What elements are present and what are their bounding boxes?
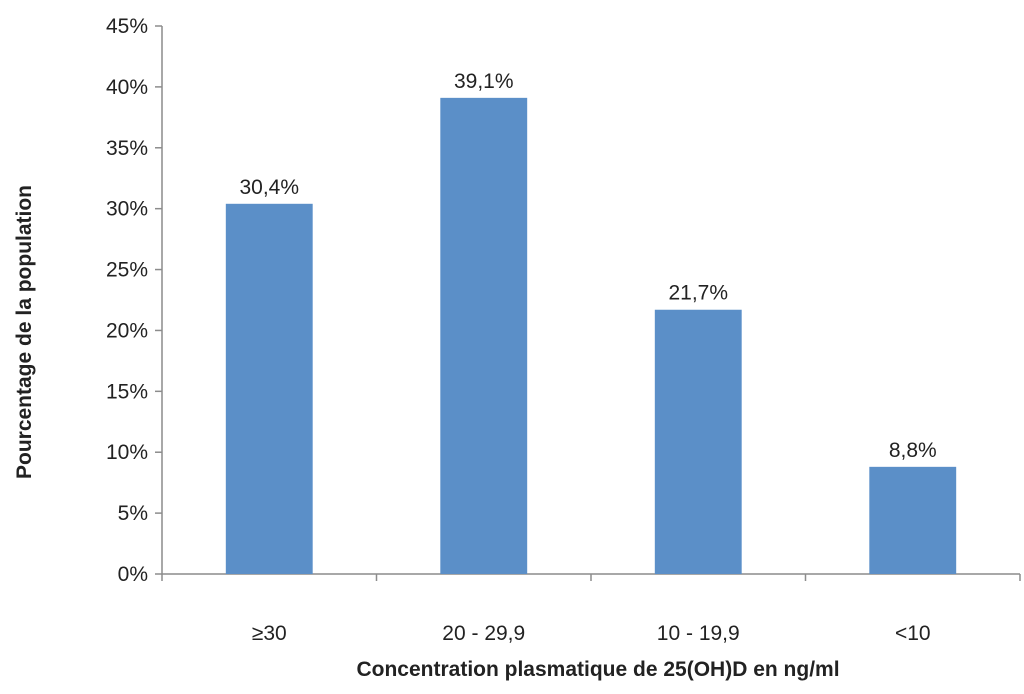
y-tick-label: 25% [106,259,148,282]
y-tick-label: 30% [106,198,148,221]
y-axis-title: Pourcentage de la population [13,185,36,479]
bar [869,466,957,574]
bar-value-label: 30,4% [239,176,299,199]
x-tick-label: 20 - 29,9 [442,622,525,645]
bar [654,309,742,574]
x-tick-label: <10 [895,622,931,645]
x-axis: ≥30 20 - 29,9 10 - 19,9 <10 [161,573,1021,645]
bar [225,203,313,574]
x-axis-title: Concentration plasmatique de 25(OH)D en … [356,658,839,681]
y-tick-label: 10% [106,441,148,464]
y-tick-label: 35% [106,137,148,160]
y-tick-label: 5% [118,502,148,525]
bars [225,97,957,575]
y-tick-label: 40% [106,76,148,99]
y-tick-label: 20% [106,319,148,342]
y-tick-label: 45% [106,15,148,38]
y-tick-label: 15% [106,380,148,403]
bar-value-label: 21,7% [668,282,728,305]
x-tick-label: 10 - 19,9 [657,622,740,645]
y-tick-label: 0% [118,563,148,586]
y-axis: 0% 5% 10% 15% 20% 25% 30% 35% 40% 45% [106,15,163,586]
bar-value-label: 39,1% [454,70,514,93]
data-labels: 30,4% 39,1% 21,7% 8,8% [239,70,936,462]
bar-value-label: 8,8% [889,439,937,462]
x-tick-label: ≥30 [252,622,287,645]
bar [440,97,528,575]
